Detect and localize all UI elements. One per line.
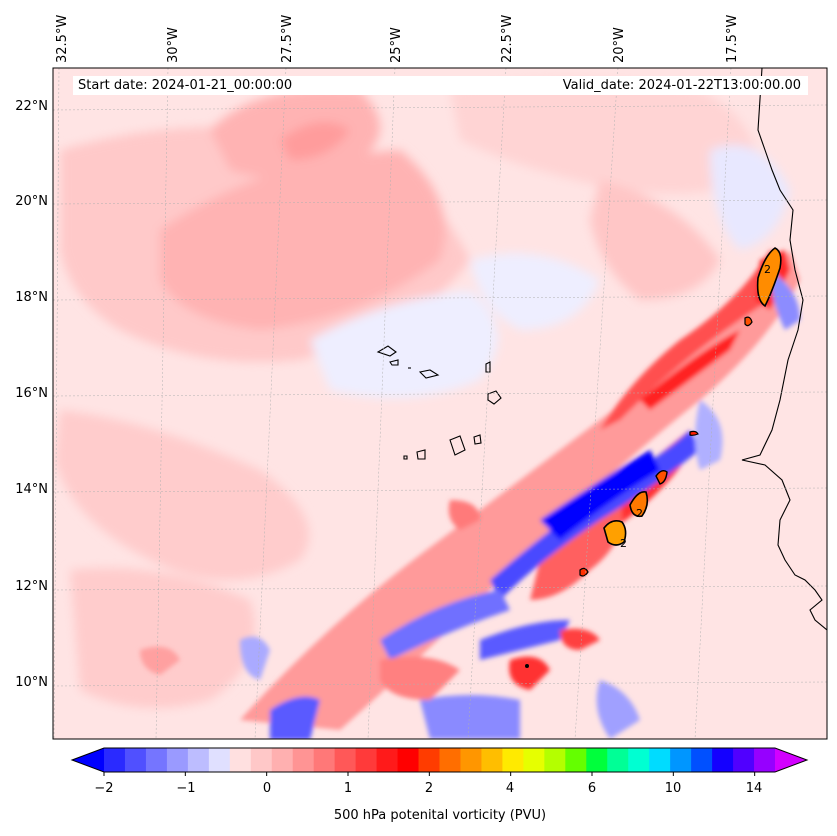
lon-label: 22.5°W xyxy=(500,14,515,63)
colorbar-tick: 4 xyxy=(505,781,515,796)
contour-label: 2 xyxy=(620,537,627,550)
map-frame xyxy=(52,67,828,740)
date-info-bar: Start date: 2024-01-21_00:00:00 Valid_da… xyxy=(73,76,808,95)
lon-label: 17.5°W xyxy=(725,14,740,63)
colorbar-tick: 2 xyxy=(424,781,434,796)
lat-label: 18°N xyxy=(15,290,48,305)
colorbar-tick: 10 xyxy=(664,781,682,796)
lat-label: 14°N xyxy=(15,482,48,497)
lon-label: 30°W xyxy=(166,27,181,63)
colorbar-tick: 6 xyxy=(587,781,597,796)
lat-label: 20°N xyxy=(15,194,48,209)
lat-label: 16°N xyxy=(15,386,48,401)
gridlines xyxy=(53,68,827,739)
colorbar-tick: −1 xyxy=(176,781,196,796)
lat-label: 12°N xyxy=(15,579,48,594)
contour-label: 2 xyxy=(636,507,643,520)
colorbar-tick: −2 xyxy=(94,781,114,796)
lon-label: 25°W xyxy=(389,27,404,63)
lat-label: 22°N xyxy=(15,99,48,114)
cape-verde-islands xyxy=(376,345,502,460)
pv-background-ridges xyxy=(55,80,790,708)
colorbar-tick: 14 xyxy=(745,781,763,796)
lon-label: 20°W xyxy=(612,27,627,63)
lon-label: 27.5°W xyxy=(280,14,295,63)
lon-label: 32.5°W xyxy=(55,14,70,63)
contour-label: 2 xyxy=(764,263,771,276)
start-date: Start date: 2024-01-21_00:00:00 xyxy=(78,78,293,93)
valid-date: Valid_date: 2024-01-22T13:00:00.00 xyxy=(562,78,801,93)
pv-field xyxy=(53,68,827,739)
pv-contours xyxy=(525,247,782,668)
colorbar-tick: 1 xyxy=(343,781,353,796)
colorbar-label: 500 hPa potenital vorticity (PVU) xyxy=(333,808,547,823)
colorbar-tick: 0 xyxy=(262,781,272,796)
lat-label: 10°N xyxy=(15,675,48,690)
